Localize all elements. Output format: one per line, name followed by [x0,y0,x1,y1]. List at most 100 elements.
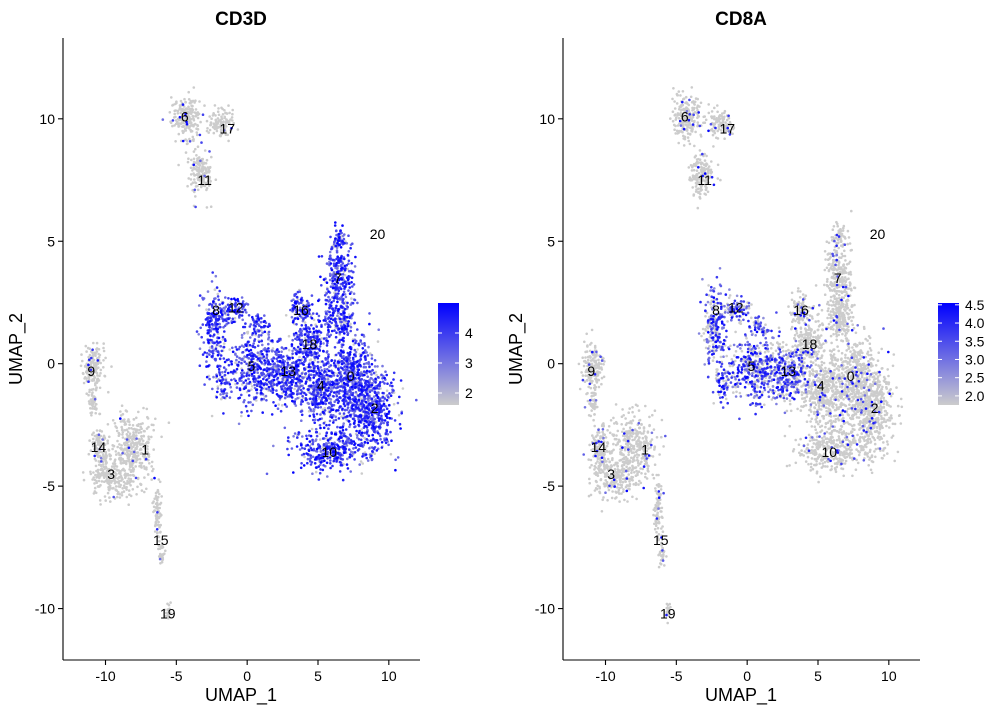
cell-point [360,399,364,403]
cell-point [205,375,209,379]
cell-point [332,421,335,424]
cell-point [115,429,119,433]
cell-point [316,406,320,409]
cell-point [341,439,345,443]
cell-point [117,434,121,438]
cell-point [118,475,122,479]
cell-point [198,294,202,297]
cell-point [327,369,331,373]
cell-point [222,366,226,369]
cell-point [135,437,138,440]
cell-point [99,473,103,477]
cell-point [301,394,304,398]
cell-point [260,391,263,395]
cell-point [275,393,279,396]
cell-point [143,429,146,433]
cell-point [372,447,376,450]
cell-point [282,355,285,358]
cell-point [235,348,239,351]
cell-point [93,490,97,493]
cell-point [340,359,344,363]
cell-point [277,356,280,359]
cell-point [225,392,229,395]
cell-point [350,281,353,284]
cell-point [235,358,238,362]
cell-point [336,255,340,258]
cell-point [129,473,132,477]
cell-point [359,392,362,396]
cell-point [126,450,129,454]
cell-point [262,377,265,381]
cell-point [126,420,129,423]
cell-point [207,329,211,332]
cell-point [298,351,302,354]
cell-point [343,233,346,236]
cell-point [329,235,332,239]
cell-point [364,400,368,404]
cell-point [325,336,328,340]
cell-point [367,361,371,364]
cell-point [333,329,336,332]
cell-point [191,110,194,114]
cell-point [98,412,101,416]
cell-point [222,389,226,393]
cell-point [213,297,216,301]
cell-point [357,381,361,384]
cell-point [217,317,221,321]
cell-point [213,341,216,345]
cell-point [234,361,237,365]
cell-point [142,406,145,410]
cell-point [311,312,315,315]
cell-point [95,386,98,389]
cell-point [356,370,360,374]
cell-point [224,378,228,382]
cell-point [379,434,382,438]
cell-point [140,437,143,441]
cell-point [200,141,203,144]
cell-point [286,447,289,451]
cell-point [329,462,332,465]
cell-point [139,431,143,434]
cell-point [126,456,130,460]
cell-point [188,120,192,123]
cell-point [328,423,331,427]
cell-point [353,321,357,325]
cell-point [305,329,309,333]
cell-point [169,120,172,123]
cell-point [211,271,214,274]
cell-point [249,336,252,339]
cell-point [326,325,330,329]
cell-point [319,461,323,464]
cell-point [223,370,227,374]
cell-point [360,442,364,445]
cell-point [352,343,356,346]
cell-point [296,335,299,339]
cell-point [222,357,226,360]
cell-point [299,327,302,331]
cell-point [140,435,143,438]
cell-point [130,470,133,473]
cell-point [342,290,346,294]
cell-point [113,422,117,425]
cell-point [192,160,196,164]
cell-point [260,381,263,385]
cell-point [322,319,326,322]
cell-point [260,361,263,364]
cell-point [135,416,138,420]
cell-point [188,140,192,143]
cell-point [346,333,350,337]
cell-point [148,462,151,465]
cell-point [358,363,362,367]
cell-point [123,469,126,472]
cell-point [363,355,367,358]
cell-point [210,280,214,283]
cell-point [223,396,226,400]
cell-point [380,373,383,377]
cell-point [136,424,140,427]
cell-point [398,422,402,426]
cell-point [280,404,284,407]
cell-point [379,381,382,384]
cell-point [145,487,148,491]
cell-point [337,400,341,403]
cell-point [246,353,249,357]
